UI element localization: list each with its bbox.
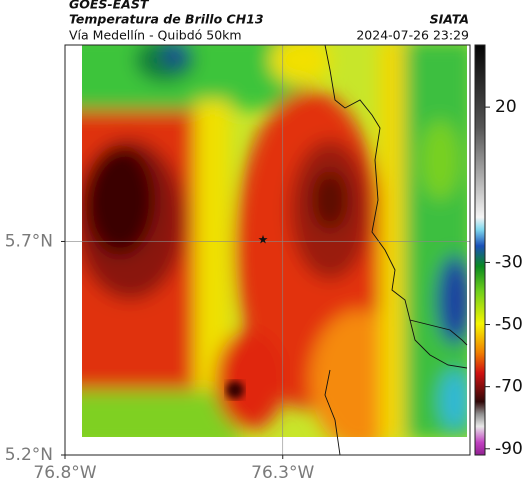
header-location: Vía Medellín - Quibdó 50km bbox=[69, 28, 242, 43]
satellite-imagery bbox=[82, 45, 467, 437]
header-title: GOES-EAST bbox=[69, 0, 150, 12]
x-tick-label: 76.8°W bbox=[33, 463, 96, 483]
header-datetime: 2024-07-26 23:29 bbox=[356, 28, 469, 43]
colorbar-tick-label: -70 bbox=[495, 377, 523, 397]
y-tick-label: 5.2°N bbox=[5, 445, 53, 465]
header-subtitle: Temperatura de Brillo CH13 bbox=[69, 12, 264, 27]
colorbar-tick-label: 20 bbox=[495, 97, 517, 117]
location-marker: ★ bbox=[258, 233, 269, 247]
colorbar-tick-label: -90 bbox=[495, 439, 523, 459]
colorbar-tick-label: -30 bbox=[495, 252, 523, 272]
x-tick-label: 76.3°W bbox=[251, 463, 314, 483]
y-tick-label: 5.7°N bbox=[5, 231, 53, 251]
colorbar-tick-label: -50 bbox=[495, 315, 523, 335]
colorbar bbox=[474, 44, 486, 456]
map-frame bbox=[64, 44, 471, 456]
header-org: SIATA bbox=[430, 12, 469, 27]
admin-borders bbox=[324, 44, 468, 456]
